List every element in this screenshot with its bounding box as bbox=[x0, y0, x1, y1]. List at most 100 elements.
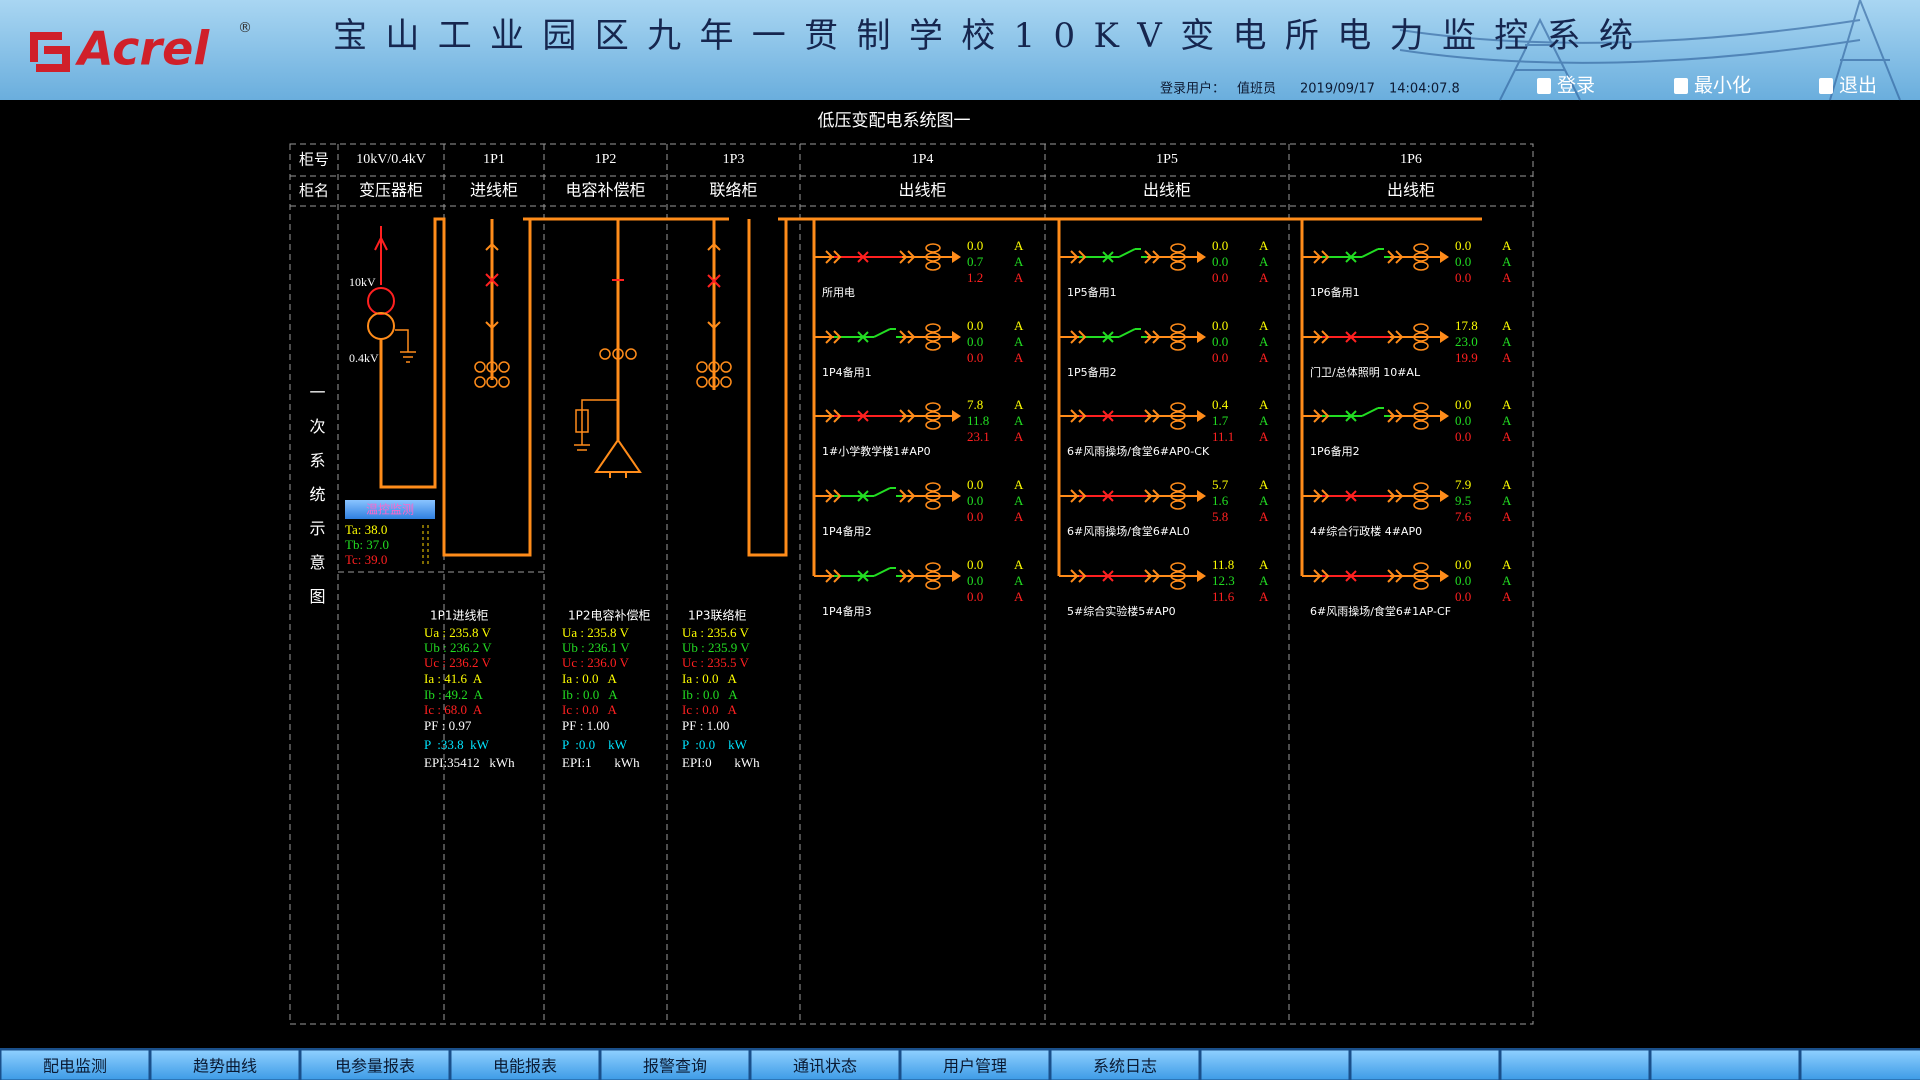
nav-button[interactable] bbox=[1350, 1049, 1500, 1080]
feeder-ct bbox=[1413, 500, 1429, 510]
nav-button[interactable] bbox=[750, 1049, 900, 1080]
feeder-arrow bbox=[952, 410, 961, 422]
frame bbox=[289, 143, 1534, 1025]
temp-button[interactable] bbox=[345, 500, 435, 519]
logo-mark: ® bbox=[238, 20, 252, 36]
nav-button[interactable] bbox=[0, 1049, 150, 1080]
feeder-chevrons bbox=[825, 409, 916, 423]
header-button-icon[interactable] bbox=[1674, 78, 1688, 94]
feeder-ct bbox=[1413, 323, 1429, 333]
feeder-current: 0.0 bbox=[1212, 350, 1228, 365]
nav-button[interactable] bbox=[900, 1049, 1050, 1080]
temp-sensor bbox=[422, 525, 429, 565]
feeder-current: 17.8 bbox=[1455, 318, 1478, 333]
nav-label[interactable]: 报警查询 bbox=[643, 1057, 707, 1076]
feeder-current: 0.0 bbox=[967, 334, 983, 349]
header-button-icon[interactable] bbox=[1819, 78, 1833, 94]
temp-button-label[interactable]: 温控监测 bbox=[366, 503, 414, 517]
feeder-current: 11.1 bbox=[1212, 429, 1234, 444]
meter-line: Ua : 235.8 V bbox=[562, 625, 630, 640]
nav-button[interactable] bbox=[450, 1049, 600, 1080]
nav-button[interactable] bbox=[150, 1049, 300, 1080]
nav-button[interactable] bbox=[1500, 1049, 1650, 1080]
diagram-title: 低压变配电系统图一 bbox=[818, 111, 971, 131]
feeder-unit: A bbox=[1502, 254, 1512, 269]
feeder-name: 6#风雨操场/食堂6#AP0-CK bbox=[1067, 444, 1210, 458]
nav-label[interactable]: 用户管理 bbox=[943, 1057, 1007, 1076]
feeder-ct bbox=[1413, 491, 1429, 501]
meter-line: Ub : 236.2 V bbox=[424, 640, 492, 655]
feeder-ct bbox=[1413, 571, 1429, 581]
header-button[interactable]: 退出 bbox=[1839, 75, 1877, 97]
feeder-current: 11.6 bbox=[1212, 589, 1235, 604]
nav-label[interactable]: 电能报表 bbox=[493, 1057, 557, 1076]
feeder-unit: A bbox=[1502, 429, 1512, 444]
feeder-current: 0.0 bbox=[1455, 397, 1471, 412]
feeder-current: 7.6 bbox=[1455, 509, 1472, 524]
cabinet-no: 1P6 bbox=[1400, 152, 1422, 167]
feeder-current: 0.0 bbox=[967, 238, 983, 253]
feeder-ct bbox=[1170, 261, 1186, 271]
feeder-current: 0.0 bbox=[1455, 270, 1471, 285]
feeder-current: 0.0 bbox=[1455, 589, 1471, 604]
feeder-chevrons bbox=[825, 489, 916, 503]
nav-label[interactable]: 趋势曲线 bbox=[193, 1057, 257, 1076]
feeder-ct bbox=[1170, 243, 1186, 253]
feeder-switch-line bbox=[834, 567, 902, 577]
feeder-ct bbox=[1170, 252, 1186, 262]
date: 2019/09/17 bbox=[1300, 82, 1375, 97]
feeder-current: 11.8 bbox=[1212, 557, 1234, 572]
nav-button[interactable] bbox=[1200, 1049, 1350, 1080]
feeder-breaker bbox=[1345, 570, 1357, 582]
feeder-chevrons bbox=[1070, 330, 1161, 344]
nav-button[interactable] bbox=[600, 1049, 750, 1080]
nav-label[interactable]: 电参量报表 bbox=[335, 1057, 415, 1076]
system-title: 宝山工业园区九年一贯制学校10KV变电所电力监控系统 bbox=[333, 16, 1633, 56]
nav-button[interactable] bbox=[1050, 1049, 1200, 1080]
feeder-arrow bbox=[1197, 251, 1206, 263]
header-button[interactable]: 登录 bbox=[1557, 75, 1595, 97]
cabinet-no: 1P1 bbox=[483, 152, 505, 167]
grid-lines bbox=[290, 144, 1533, 1024]
hv-arrow bbox=[374, 235, 388, 251]
nav-button[interactable] bbox=[300, 1049, 450, 1080]
feeder-ct bbox=[1170, 482, 1186, 492]
feeder-ct bbox=[925, 580, 941, 590]
feeder-name: 1P6备用2 bbox=[1310, 444, 1360, 458]
meter-line: P :0.0 kW bbox=[682, 737, 748, 752]
feeder-unit: A bbox=[1502, 350, 1512, 365]
feeder-current: 9.5 bbox=[1455, 493, 1471, 508]
feeder-current: 0.0 bbox=[967, 350, 983, 365]
lv-label: 0.4kV bbox=[349, 351, 379, 365]
header-button-icon[interactable] bbox=[1537, 78, 1551, 94]
meter-title: 1P1进线柜 bbox=[430, 609, 489, 623]
incoming-loop bbox=[379, 217, 532, 557]
meter-line: P :0.0 kW bbox=[562, 737, 628, 752]
feeder-unit: A bbox=[1259, 254, 1269, 269]
nav-button[interactable] bbox=[1800, 1049, 1920, 1080]
nav-label[interactable]: 系统日志 bbox=[1093, 1057, 1157, 1076]
feeder-ct bbox=[1170, 411, 1186, 421]
feeder-chevrons bbox=[825, 250, 916, 264]
nav-button[interactable] bbox=[1650, 1049, 1800, 1080]
feeder-current: 11.8 bbox=[967, 413, 989, 428]
cabinet-name: 出线柜 bbox=[1143, 181, 1191, 200]
meter-line: Ib : 49.2 A bbox=[424, 687, 483, 702]
nav-label[interactable]: 通讯状态 bbox=[793, 1057, 857, 1076]
feeder-current: 0.0 bbox=[967, 318, 983, 333]
header-button[interactable]: 最小化 bbox=[1694, 75, 1751, 97]
feeder-ct bbox=[925, 491, 941, 501]
meter-line: Ub : 235.9 V bbox=[682, 640, 750, 655]
side-label: 一次系统示意图 bbox=[307, 384, 326, 622]
feeder-arrow bbox=[952, 570, 961, 582]
feeder-unit: A bbox=[1014, 557, 1024, 572]
feeder-ct bbox=[1170, 580, 1186, 590]
feeder-breaker bbox=[1345, 331, 1357, 343]
nav-label[interactable]: 配电监测 bbox=[43, 1057, 107, 1076]
feeder-breaker bbox=[1102, 490, 1114, 502]
feeder-unit: A bbox=[1502, 238, 1512, 253]
feeder-unit: A bbox=[1502, 573, 1512, 588]
p1-ct bbox=[474, 361, 510, 388]
feeder-breaker bbox=[857, 490, 869, 502]
